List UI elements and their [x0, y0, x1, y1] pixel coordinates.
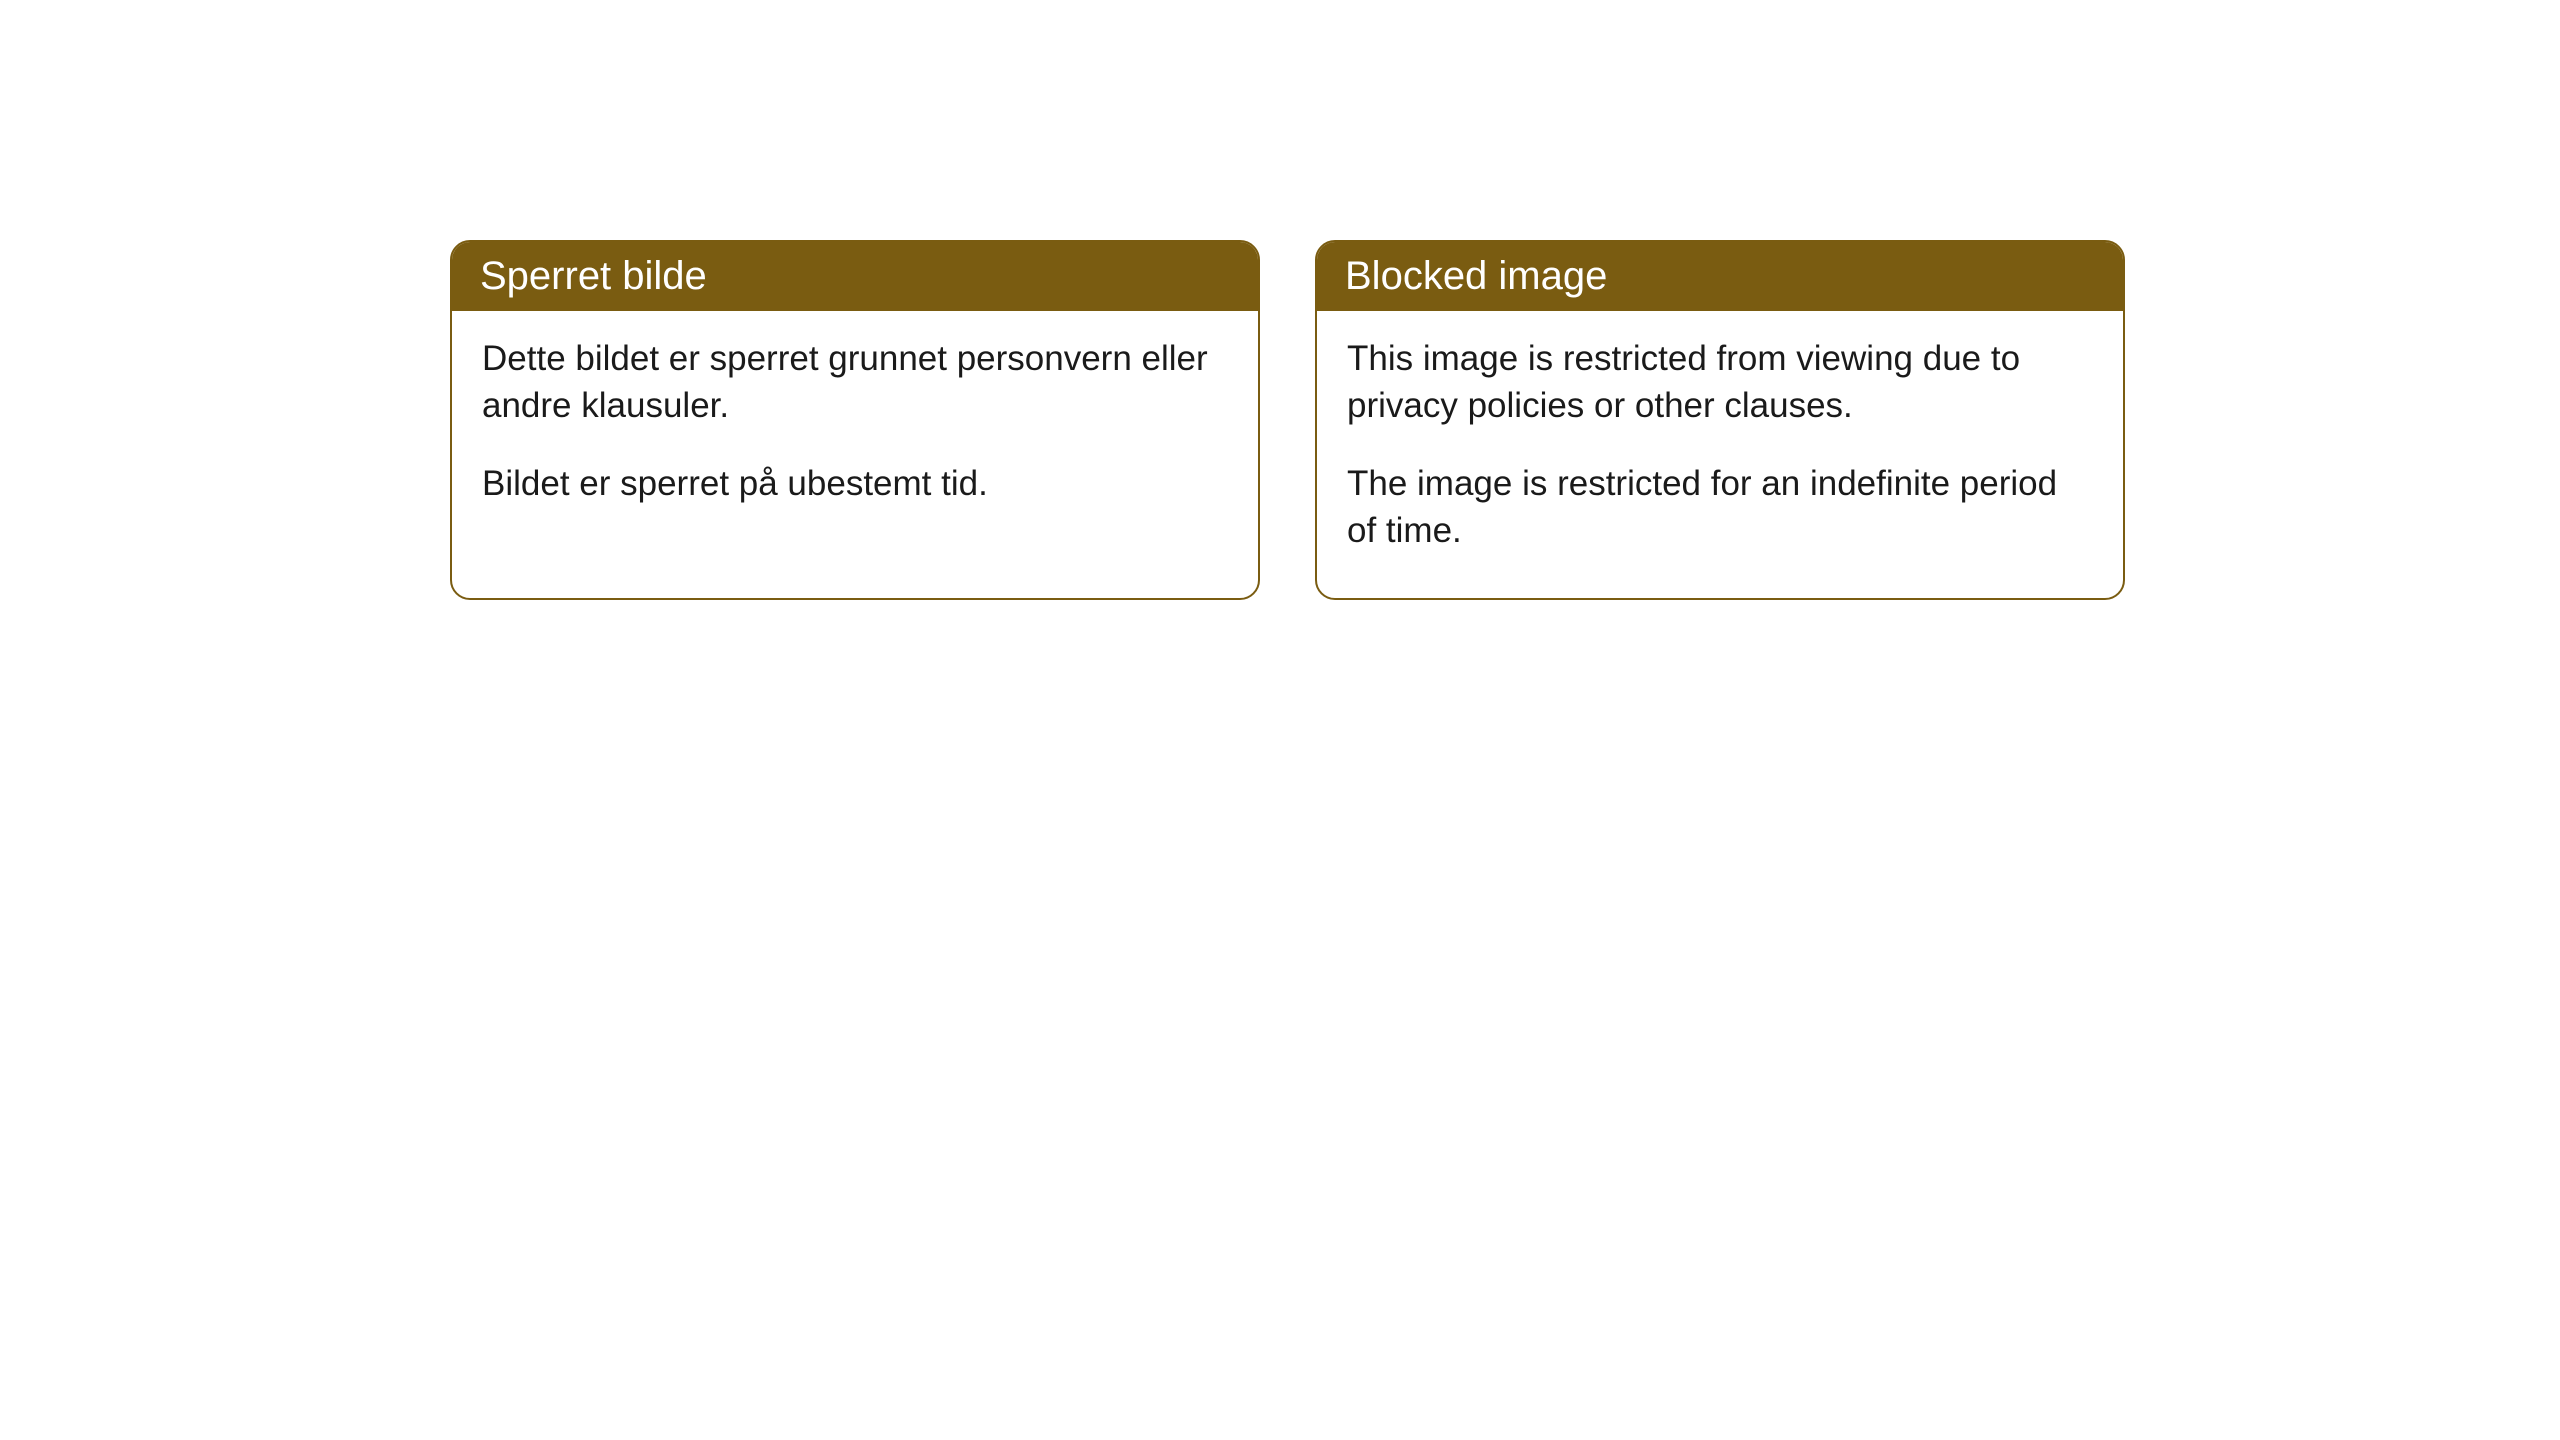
notice-card-norwegian: Sperret bilde Dette bildet er sperret gr…: [450, 240, 1260, 600]
notice-text-1: Dette bildet er sperret grunnet personve…: [482, 335, 1228, 430]
card-body-english: This image is restricted from viewing du…: [1317, 311, 2123, 598]
notice-card-english: Blocked image This image is restricted f…: [1315, 240, 2125, 600]
card-header-norwegian: Sperret bilde: [452, 242, 1258, 311]
card-body-norwegian: Dette bildet er sperret grunnet personve…: [452, 311, 1258, 551]
notice-container: Sperret bilde Dette bildet er sperret gr…: [0, 0, 2560, 600]
card-title: Sperret bilde: [480, 254, 707, 298]
notice-text-1: This image is restricted from viewing du…: [1347, 335, 2093, 430]
notice-text-2: The image is restricted for an indefinit…: [1347, 460, 2093, 555]
card-header-english: Blocked image: [1317, 242, 2123, 311]
card-title: Blocked image: [1345, 254, 1607, 298]
notice-text-2: Bildet er sperret på ubestemt tid.: [482, 460, 1228, 507]
